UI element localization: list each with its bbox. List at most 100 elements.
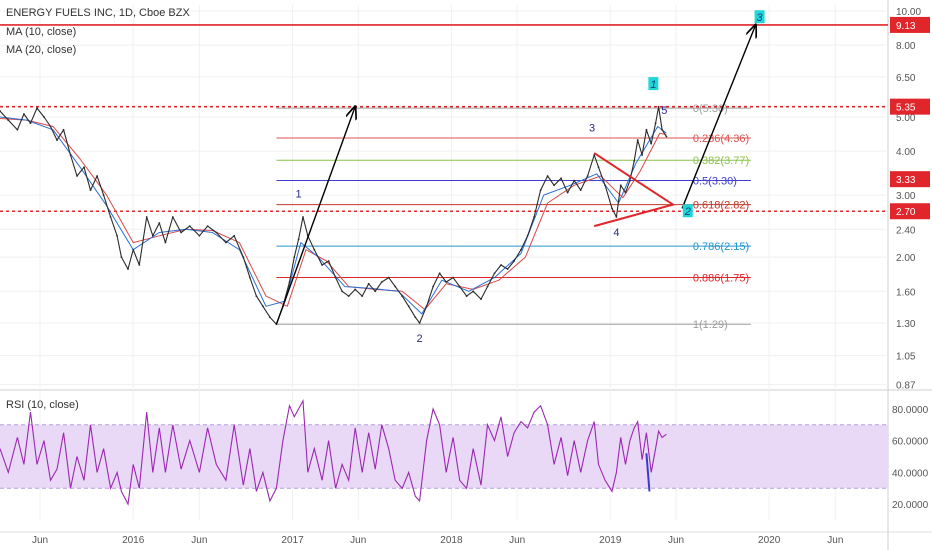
- price-point: [7, 119, 10, 121]
- price-point: [619, 184, 622, 187]
- fib-level-label: 1(1.29): [693, 319, 728, 331]
- price-point: [493, 272, 496, 275]
- triangle-pattern: [593, 152, 676, 228]
- price-point: [76, 175, 78, 177]
- series-layer: [0, 105, 668, 326]
- wave-marker-label: 2: [684, 206, 691, 218]
- price-label-box: [890, 16, 930, 33]
- price-point: [506, 268, 509, 270]
- rsi-tick-label: 60.0000: [892, 437, 929, 448]
- x-tick-label: Jun: [191, 535, 207, 546]
- price-point: [641, 154, 643, 156]
- price-point: [438, 272, 441, 275]
- price-point: [387, 276, 390, 279]
- price-point: [604, 184, 606, 187]
- price-point: [233, 234, 236, 237]
- price-point: [36, 107, 38, 109]
- projection-arrow: [275, 107, 355, 325]
- price-point: [29, 122, 32, 125]
- price-point: [255, 295, 258, 298]
- y-tick-label: 0.87: [896, 380, 916, 391]
- rsi-tick-label: 80.0000: [892, 405, 929, 416]
- price-point: [611, 207, 613, 210]
- x-tick-label: Jun: [32, 535, 48, 546]
- x-tick-label: 2017: [281, 535, 304, 546]
- wave-marker-box: [754, 10, 765, 24]
- ma20-legend: MA (20, close): [6, 44, 77, 56]
- price-point: [268, 316, 271, 319]
- wave-label: 5: [661, 105, 667, 117]
- x-tick-label: Jun: [827, 535, 843, 546]
- ma10-legend: MA (10, close): [6, 26, 77, 38]
- price-point: [654, 122, 657, 125]
- y-tick-label: 1.30: [896, 319, 916, 330]
- price-point: [56, 139, 58, 141]
- price-point: [164, 241, 167, 244]
- price-label-text: 3.33: [896, 175, 916, 186]
- price-point: [380, 281, 383, 283]
- price-point: [102, 194, 105, 197]
- price-point: [624, 191, 627, 194]
- price-point: [633, 160, 636, 162]
- price-point: [407, 305, 410, 308]
- price-point: [225, 241, 227, 244]
- y-tick-label: 6.50: [896, 73, 916, 84]
- price-point: [313, 248, 316, 251]
- price-point: [650, 142, 653, 145]
- price-point: [661, 128, 663, 131]
- annotation-layer: 1 2 3 4 5 1 2 3: [275, 10, 765, 345]
- price-point: [452, 276, 455, 279]
- price-label-text: 9.13: [896, 21, 916, 32]
- price-point: [472, 290, 475, 293]
- price-point: [566, 191, 569, 194]
- price-point: [327, 260, 330, 262]
- price-point: [62, 128, 65, 131]
- x-tick-label: Jun: [350, 535, 366, 546]
- y-tick-label: 10.00: [896, 7, 921, 18]
- price-point: [206, 225, 209, 228]
- price-point: [49, 125, 52, 128]
- fib-level-label: 0(5.30): [693, 103, 728, 115]
- price-point: [116, 234, 118, 237]
- price-point: [347, 295, 350, 298]
- price-point: [657, 105, 660, 108]
- price-point: [465, 295, 468, 298]
- price-point: [354, 288, 357, 291]
- price-point: [526, 234, 529, 237]
- price-point: [302, 216, 304, 218]
- price-point: [533, 216, 536, 218]
- rsi-line: [0, 398, 667, 506]
- price-point: [120, 256, 123, 259]
- price-point: [414, 316, 417, 319]
- price-label-box: [890, 171, 930, 188]
- wave-label: 3: [589, 122, 595, 134]
- price-point: [297, 238, 300, 241]
- y-tick-label: 1.05: [896, 352, 916, 363]
- price-point: [334, 276, 337, 279]
- price-point: [586, 175, 589, 177]
- x-tick-label: 2020: [758, 535, 781, 546]
- price-point: [401, 295, 404, 298]
- rsi-tick-label: 20.0000: [892, 500, 929, 511]
- projection-arrow: [681, 25, 756, 209]
- price-point: [341, 290, 344, 293]
- price-point: [520, 248, 522, 251]
- price-point: [151, 234, 154, 237]
- price-point: [89, 189, 92, 192]
- price-point: [83, 166, 85, 169]
- y-tick-label: 4.00: [896, 147, 916, 158]
- price-point: [171, 216, 174, 218]
- price-point: [458, 285, 461, 288]
- fib-level-label: 0.5(3.30): [693, 176, 737, 188]
- price-point: [560, 177, 562, 180]
- price-point: [367, 282, 370, 285]
- price-label-box: [890, 98, 930, 115]
- price-point: [553, 184, 556, 187]
- price-point: [132, 248, 135, 251]
- price-point: [597, 166, 600, 169]
- wave-label: 1: [296, 189, 302, 201]
- price-point: [109, 216, 112, 218]
- price-point: [262, 305, 264, 308]
- fib-level-label: 0.236(4.36): [693, 133, 749, 145]
